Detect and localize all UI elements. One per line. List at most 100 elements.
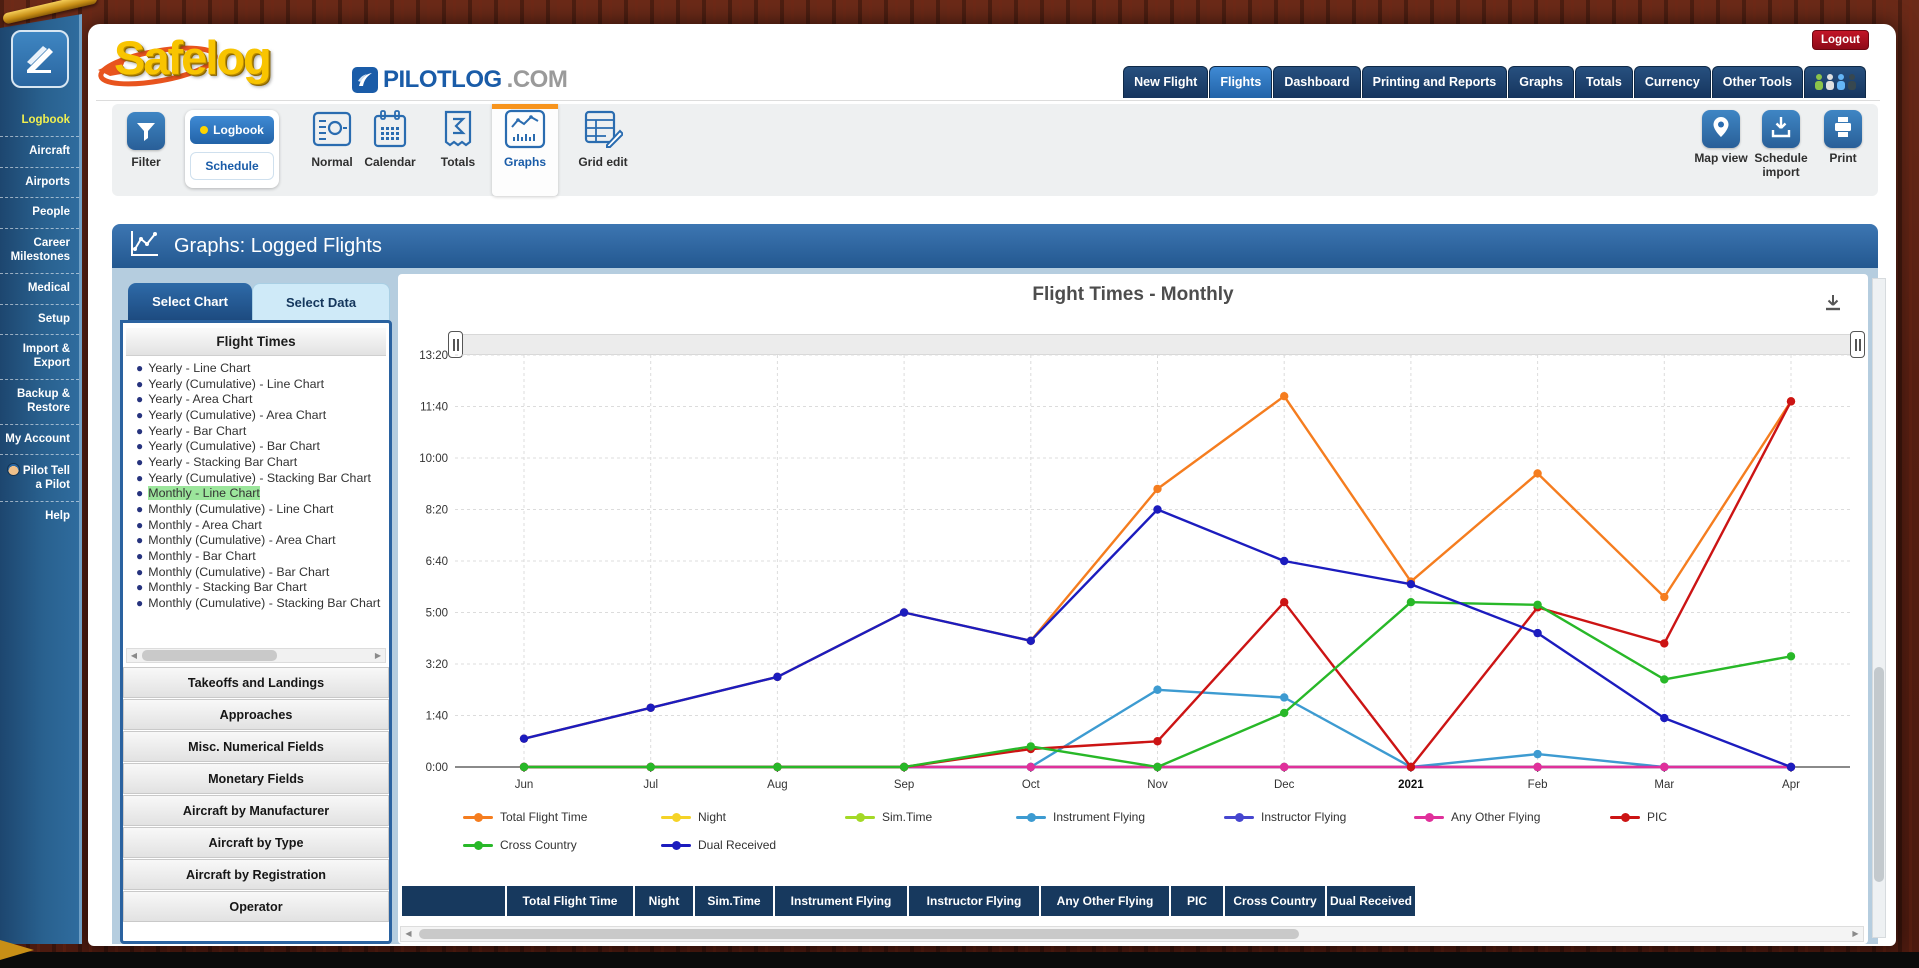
scroll-left-arrow-icon[interactable]: ◀ — [130, 651, 138, 660]
toolbar: Filter Logbook Schedule Normal Calendar To… — [112, 104, 1878, 196]
chart-type-yearly-cumulative-stacking-bar-chart[interactable]: ● Yearly (Cumulative) - Stacking Bar Char… — [126, 470, 388, 486]
chart-type-monthly-bar-chart[interactable]: ● Monthly - Bar Chart — [126, 548, 388, 564]
filter-button[interactable] — [127, 112, 165, 150]
nav-tab-dashboard[interactable]: Dashboard — [1273, 66, 1361, 98]
safelog-wing-logo-icon[interactable] — [11, 30, 69, 88]
group-header[interactable]: Flight Times — [126, 328, 386, 356]
view-button-calendar[interactable] — [362, 109, 418, 152]
chart-type-label: Yearly (Cumulative) - Area Chart — [148, 407, 327, 422]
accordion-operator[interactable]: Operator — [123, 891, 389, 922]
chart-type-yearly-cumulative-area-chart[interactable]: ● Yearly (Cumulative) - Area Chart — [126, 407, 388, 423]
y-tick-label: 11:40 — [420, 402, 448, 414]
data-point — [1406, 579, 1416, 589]
view-button-graphs[interactable] — [500, 109, 550, 152]
toolbar-button-schedule-import[interactable] — [1762, 110, 1800, 148]
sidebar-item-backup-restore[interactable]: Backup & Restore — [0, 378, 79, 424]
x-tick-label: Nov — [1147, 779, 1168, 791]
sidebar-item-career-milestones[interactable]: Career Milestones — [0, 228, 79, 273]
vertical-scrollbar[interactable] — [1872, 278, 1886, 938]
sidebar-item-people[interactable]: People — [0, 197, 79, 228]
nav-tab-new-flight[interactable]: New Flight — [1123, 66, 1209, 98]
accordion-misc-numerical-fields[interactable]: Misc. Numerical Fields — [123, 731, 389, 762]
view-button-normal[interactable] — [292, 110, 372, 152]
range-slider-right-handle[interactable] — [1850, 331, 1865, 358]
chart-type-yearly-stacking-bar-chart[interactable]: ● Yearly - Stacking Bar Chart — [126, 454, 388, 470]
accordion-aircraft-by-manufacturer[interactable]: Aircraft by Manufacturer — [123, 795, 389, 826]
view-button-grid-edit[interactable] — [572, 110, 634, 152]
sidebar-item-my-account[interactable]: My Account — [0, 423, 79, 455]
sidebar-item-help[interactable]: Help — [0, 500, 79, 532]
legend-item-instrument-flying[interactable]: Instrument Flying — [1016, 810, 1145, 824]
logbook-toggle-button[interactable]: Logbook — [190, 116, 274, 144]
chart-type-monthly-cumulative-stacking-bar-chart[interactable]: ● Monthly (Cumulative) - Stacking Bar Cha… — [126, 595, 388, 611]
download-icon[interactable] — [1822, 292, 1844, 314]
chart-type-label: Yearly - Area Chart — [148, 392, 253, 407]
chart-type-label: Monthly (Cumulative) - Stacking Bar Char… — [148, 596, 381, 611]
scrollbar-thumb[interactable] — [1874, 667, 1884, 882]
chart-type-monthly-stacking-bar-chart[interactable]: ● Monthly - Stacking Bar Chart — [126, 580, 388, 596]
chart-type-yearly-bar-chart[interactable]: ● Yearly - Bar Chart — [126, 423, 388, 439]
legend-marker-icon — [845, 812, 875, 822]
toolbar-button-print[interactable] — [1824, 110, 1862, 148]
legend-marker-icon — [1414, 812, 1444, 822]
tab-select-chart[interactable]: Select Chart — [128, 283, 252, 320]
scrollbar-thumb[interactable] — [142, 650, 277, 661]
legend-marker-icon — [1224, 812, 1254, 822]
legend-item-instructor-flying[interactable]: Instructor Flying — [1224, 810, 1346, 824]
chart-type-yearly-cumulative-bar-chart[interactable]: ● Yearly (Cumulative) - Bar Chart — [126, 438, 388, 454]
toolbar-button-map-view[interactable] — [1702, 110, 1740, 148]
nav-tab-people[interactable] — [1804, 66, 1866, 98]
nav-tab-printing-and-reports[interactable]: Printing and Reports — [1361, 66, 1508, 98]
legend-item-sim-time[interactable]: Sim.Time — [845, 810, 932, 824]
nav-tab-totals[interactable]: Totals — [1575, 66, 1633, 98]
tab-select-data[interactable]: Select Data — [252, 283, 390, 320]
accordion-approaches[interactable]: Approaches — [123, 699, 389, 730]
chart-type-monthly-cumulative-area-chart[interactable]: ● Monthly (Cumulative) - Area Chart — [126, 533, 388, 549]
legend-item-cross-country[interactable]: Cross Country — [463, 838, 577, 852]
category-accordions: Takeoffs and Landings Approaches Misc. Num… — [123, 667, 389, 923]
legend-item-pic[interactable]: PIC — [1610, 810, 1667, 824]
sidebar-item-airports[interactable]: Airports — [0, 166, 79, 198]
scroll-left-arrow-icon[interactable]: ◀ — [405, 929, 412, 938]
sidebar-item-setup[interactable]: Setup — [0, 303, 79, 335]
legend-item-total-flight-time[interactable]: Total Flight Time — [463, 810, 587, 824]
nav-tab-currency[interactable]: Currency — [1633, 66, 1711, 98]
chart-type-yearly-cumulative-line-chart[interactable]: ● Yearly (Cumulative) - Line Chart — [126, 376, 388, 392]
grid-edit-icon — [583, 109, 625, 154]
range-slider-left-handle[interactable] — [448, 331, 463, 358]
chart-type-monthly-cumulative-bar-chart[interactable]: ● Monthly (Cumulative) - Bar Chart — [126, 564, 388, 580]
legend-item-any-other-flying[interactable]: Any Other Flying — [1414, 810, 1540, 824]
nav-tab-graphs[interactable]: Graphs — [1508, 66, 1574, 98]
sidebar-item-logbook[interactable]: Logbook — [21, 114, 70, 126]
sidebar-item-aircraft[interactable]: Aircraft — [0, 135, 79, 167]
scroll-right-arrow-icon[interactable]: ▶ — [1852, 929, 1859, 938]
scrollbar-thumb[interactable] — [419, 929, 1299, 939]
nav-tab-other-tools[interactable]: Other Tools — [1711, 66, 1803, 98]
chart-type-monthly-area-chart[interactable]: ● Monthly - Area Chart — [126, 517, 388, 533]
panel-horizontal-scrollbar[interactable]: ◀ ▶ — [126, 648, 386, 663]
table-horizontal-scrollbar[interactable]: ◀ ▶ — [400, 926, 1864, 942]
logout-button[interactable]: Logout — [1812, 30, 1869, 50]
data-table-header: Total Flight Time Night Sim.Time Instrument… — [402, 886, 1417, 916]
accordion-monetary-fields[interactable]: Monetary Fields — [123, 763, 389, 794]
legend-marker-icon — [463, 840, 493, 850]
nav-tab-flights[interactable]: Flights — [1209, 66, 1273, 98]
toolbar-label-schedule-import: Schedule import — [1754, 151, 1808, 179]
chart-type-monthly-line-chart[interactable]: ● Monthly - Line Chart — [126, 486, 388, 502]
sidebar-item-pilot-tell-a-pilot[interactable]: Pilot Tell a Pilot — [0, 454, 79, 501]
scroll-right-arrow-icon[interactable]: ▶ — [374, 651, 382, 660]
content-area: Select Chart Select Data Flight Times ● Y… — [112, 268, 1878, 944]
sidebar-item-import-export[interactable]: Import & Export — [0, 334, 79, 379]
accordion-aircraft-by-type[interactable]: Aircraft by Type — [123, 827, 389, 858]
accordion-aircraft-by-registration[interactable]: Aircraft by Registration — [123, 859, 389, 890]
view-button-totals[interactable] — [436, 110, 480, 152]
sidebar-item-medical[interactable]: Medical — [0, 272, 79, 304]
schedule-toggle-button[interactable]: Schedule — [190, 152, 274, 180]
chart-type-yearly-line-chart[interactable]: ● Yearly - Line Chart — [126, 360, 388, 376]
legend-item-dual-received[interactable]: Dual Received — [661, 838, 776, 852]
chart-type-yearly-area-chart[interactable]: ● Yearly - Area Chart — [126, 391, 388, 407]
accordion-takeoffs-and-landings[interactable]: Takeoffs and Landings — [123, 667, 389, 698]
legend-marker-icon — [661, 840, 691, 850]
chart-type-monthly-cumulative-line-chart[interactable]: ● Monthly (Cumulative) - Line Chart — [126, 501, 388, 517]
legend-item-night[interactable]: Night — [661, 810, 726, 824]
